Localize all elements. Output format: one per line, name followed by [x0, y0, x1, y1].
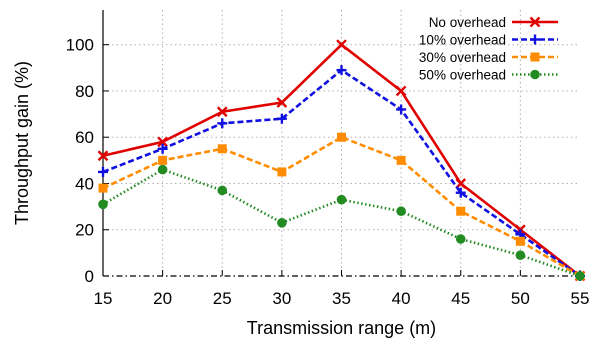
data-point	[336, 65, 347, 76]
data-point	[217, 144, 227, 154]
data-point	[98, 199, 108, 210]
legend-label: 50% overhead	[419, 68, 506, 83]
series-50pct-overhead	[98, 164, 585, 281]
legend-marker	[530, 69, 540, 80]
data-point	[157, 136, 168, 148]
data-point	[158, 155, 168, 165]
x-tick-label: 35	[332, 289, 351, 308]
data-point	[277, 167, 287, 177]
data-point	[217, 118, 228, 129]
data-point	[277, 218, 287, 228]
series-line	[102, 135, 581, 278]
data-point	[455, 234, 466, 244]
y-tick-labels: 0 20 40 60 80 100	[66, 36, 94, 286]
data-point	[337, 132, 346, 142]
x-axis-label: Transmission range (m)	[247, 318, 436, 338]
data-point	[396, 206, 406, 217]
data-point	[336, 194, 347, 205]
legend-item-no-overhead: No overhead	[429, 15, 558, 30]
series-line	[102, 43, 581, 278]
data-point	[456, 206, 466, 216]
data-point	[216, 106, 228, 118]
legend: No overhead 10% overhead 30% overhead 50% o…	[419, 15, 558, 83]
data-point	[336, 39, 347, 51]
data-point	[276, 97, 288, 108]
data-point	[515, 250, 526, 260]
y-tick-label: 0	[85, 267, 94, 286]
y-tick-label: 60	[75, 128, 94, 147]
data-point	[395, 85, 407, 97]
data-point	[97, 150, 109, 162]
x-tick-labels: 15 20 25 30 35 40 45 50 55	[94, 289, 590, 308]
data-point	[157, 164, 168, 175]
x-tick-label: 45	[451, 289, 470, 308]
data-point	[276, 113, 287, 124]
y-tick-label: 20	[75, 221, 94, 240]
data-point	[157, 143, 168, 154]
data-point	[217, 185, 228, 196]
data-point	[455, 187, 466, 198]
y-tick-label: 100	[66, 36, 94, 55]
y-tick-label: 40	[75, 174, 94, 193]
y-tick-label: 80	[75, 82, 94, 101]
x-tick-label: 20	[153, 289, 172, 308]
legend-label: No overhead	[429, 15, 506, 30]
y-axis-label: Throughput gain (%)	[12, 61, 32, 225]
series-group	[97, 39, 586, 282]
data-point	[396, 155, 406, 165]
x-tick-label: 55	[571, 289, 590, 308]
legend-marker	[530, 52, 540, 62]
x-tick-label: 25	[213, 289, 232, 308]
data-point	[515, 236, 525, 246]
x-tick-label: 30	[272, 289, 291, 308]
x-tick-label: 15	[94, 289, 113, 308]
data-point	[575, 271, 585, 281]
data-point	[98, 166, 108, 177]
legend-marker	[530, 34, 540, 45]
legend-item-10pct-overhead: 10% overhead	[419, 33, 558, 48]
x-tick-label: 40	[392, 289, 411, 308]
data-point	[396, 104, 407, 115]
legend-label: 10% overhead	[419, 33, 506, 48]
legend-item-50pct-overhead: 50% overhead	[419, 68, 558, 83]
legend-label: 30% overhead	[419, 50, 506, 65]
legend-item-30pct-overhead: 30% overhead	[419, 50, 558, 65]
x-tick-label: 50	[511, 289, 530, 308]
legend-marker	[529, 16, 541, 28]
data-point	[98, 183, 108, 193]
